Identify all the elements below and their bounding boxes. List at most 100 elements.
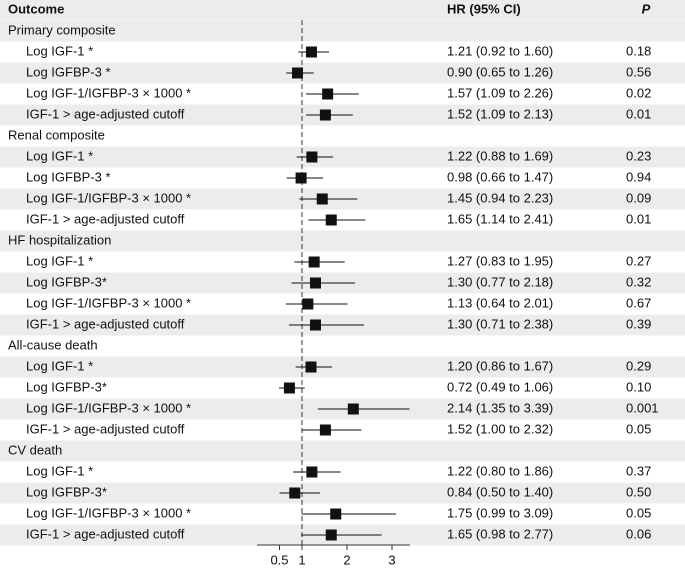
hr-ci-text: 0.98 (0.66 to 1.47) (447, 169, 553, 184)
hr-ci-text: 1.30 (0.77 to 2.18) (447, 274, 553, 289)
p-value: 0.23 (626, 148, 651, 163)
hr-marker (289, 487, 301, 499)
hr-marker (322, 88, 334, 100)
p-value: 0.09 (626, 190, 651, 205)
row-band (0, 20, 685, 42)
group-label: Primary composite (8, 22, 116, 37)
hr-marker (305, 46, 317, 58)
row-band (0, 356, 685, 378)
row-label: Log IGFBP-3* (26, 274, 107, 289)
p-value: 0.01 (626, 211, 651, 226)
p-value: 0.39 (626, 316, 651, 331)
row-label: Log IGFBP-3* (26, 379, 107, 394)
row-label: Log IGFBP-3 * (26, 64, 111, 79)
row-label: Log IGF-1/IGFBP-3 × 1000 * (26, 505, 191, 520)
hr-marker (330, 508, 342, 520)
row-label: IGF-1 > age-adjusted cutoff (26, 526, 185, 541)
x-tick-label: 0.5 (270, 552, 288, 567)
p-value: 0.01 (626, 106, 651, 121)
p-value: 0.18 (626, 43, 651, 58)
hr-marker (347, 403, 359, 415)
row-band (0, 440, 685, 462)
p-value: 0.27 (626, 253, 651, 268)
p-value: 0.50 (626, 484, 651, 499)
row-band (0, 146, 685, 168)
row-label: Log IGF-1 * (26, 253, 93, 268)
hr-ci-text: 1.52 (1.09 to 2.13) (447, 106, 553, 121)
row-label: Log IGF-1/IGFBP-3 × 1000 * (26, 400, 191, 415)
hr-ci-text: 1.57 (1.09 to 2.26) (447, 85, 553, 100)
row-label: IGF-1 > age-adjusted cutoff (26, 211, 185, 226)
group-label: All-cause death (8, 337, 98, 352)
row-label: Log IGFBP-3 * (26, 169, 111, 184)
hr-ci-text: 0.84 (0.50 to 1.40) (447, 484, 553, 499)
hr-marker (325, 529, 337, 541)
row-label: Log IGF-1/IGFBP-3 × 1000 * (26, 190, 191, 205)
row-label: Log IGFBP-3* (26, 484, 107, 499)
hr-ci-text: 1.65 (1.14 to 2.41) (447, 211, 553, 226)
row-label: Log IGF-1/IGFBP-3 × 1000 * (26, 85, 191, 100)
x-tick-label: 2 (343, 552, 350, 567)
hr-ci-text: 1.52 (1.00 to 2.32) (447, 421, 553, 436)
p-value: 0.67 (626, 295, 651, 310)
hr-ci-text: 1.20 (0.86 to 1.67) (447, 358, 553, 373)
hr-marker (316, 193, 328, 205)
hr-ci-text: 1.65 (0.98 to 2.77) (447, 526, 553, 541)
p-value: 0.02 (626, 85, 651, 100)
hr-marker (319, 424, 331, 436)
p-value: 0.05 (626, 421, 651, 436)
row-band (0, 482, 685, 504)
p-value: 0.37 (626, 463, 651, 478)
row-label: IGF-1 > age-adjusted cutoff (26, 316, 185, 331)
hr-ci-text: 0.90 (0.65 to 1.26) (447, 64, 553, 79)
x-tick-label: 3 (388, 552, 395, 567)
column-header: HR (95% CI) (447, 1, 521, 16)
hr-marker (306, 466, 318, 478)
hr-marker (305, 361, 317, 373)
p-value: 0.10 (626, 379, 651, 394)
hr-ci-text: 1.45 (0.94 to 2.23) (447, 190, 553, 205)
hr-ci-text: 1.22 (0.80 to 1.86) (447, 463, 553, 478)
row-band (0, 62, 685, 84)
group-label: HF hospitalization (8, 232, 111, 247)
hr-marker (308, 256, 320, 268)
row-label: Log IGF-1 * (26, 463, 93, 478)
hr-marker (292, 67, 303, 79)
hr-marker (310, 277, 321, 289)
p-value: 0.94 (626, 169, 651, 184)
row-label: Log IGF-1/IGFBP-3 × 1000 * (26, 295, 191, 310)
row-band (0, 230, 685, 252)
hr-ci-text: 1.21 (0.92 to 1.60) (447, 43, 553, 58)
row-label: Log IGF-1 * (26, 43, 93, 58)
hr-ci-text: 1.27 (0.83 to 1.95) (447, 253, 553, 268)
hr-ci-text: 1.13 (0.64 to 2.01) (447, 295, 553, 310)
column-header: Outcome (8, 1, 64, 16)
row-label: IGF-1 > age-adjusted cutoff (26, 106, 185, 121)
column-header: P (642, 1, 651, 16)
p-value: 0.06 (626, 526, 651, 541)
hr-ci-text: 1.30 (0.71 to 2.38) (447, 316, 553, 331)
group-label: Renal composite (8, 127, 105, 142)
p-value: 0.56 (626, 64, 651, 79)
p-value: 0.001 (626, 400, 659, 415)
hr-ci-text: 1.22 (0.88 to 1.69) (447, 148, 553, 163)
hr-marker (310, 319, 321, 331)
hr-marker (302, 298, 314, 310)
x-tick-label: 1 (298, 552, 305, 567)
hr-ci-text: 2.14 (1.35 to 3.39) (447, 400, 553, 415)
hr-ci-text: 0.72 (0.49 to 1.06) (447, 379, 553, 394)
header-band (0, 0, 685, 20)
row-label: Log IGF-1 * (26, 148, 93, 163)
row-label: IGF-1 > age-adjusted cutoff (26, 421, 185, 436)
hr-marker (306, 151, 318, 163)
row-label: Log IGF-1 * (26, 358, 93, 373)
group-label: CV death (8, 442, 62, 457)
hr-marker (325, 214, 337, 226)
hr-marker (295, 172, 307, 184)
p-value: 0.29 (626, 358, 651, 373)
hr-marker (283, 382, 295, 394)
hr-marker (319, 109, 331, 121)
p-value: 0.32 (626, 274, 651, 289)
hr-ci-text: 1.75 (0.99 to 3.09) (447, 505, 553, 520)
